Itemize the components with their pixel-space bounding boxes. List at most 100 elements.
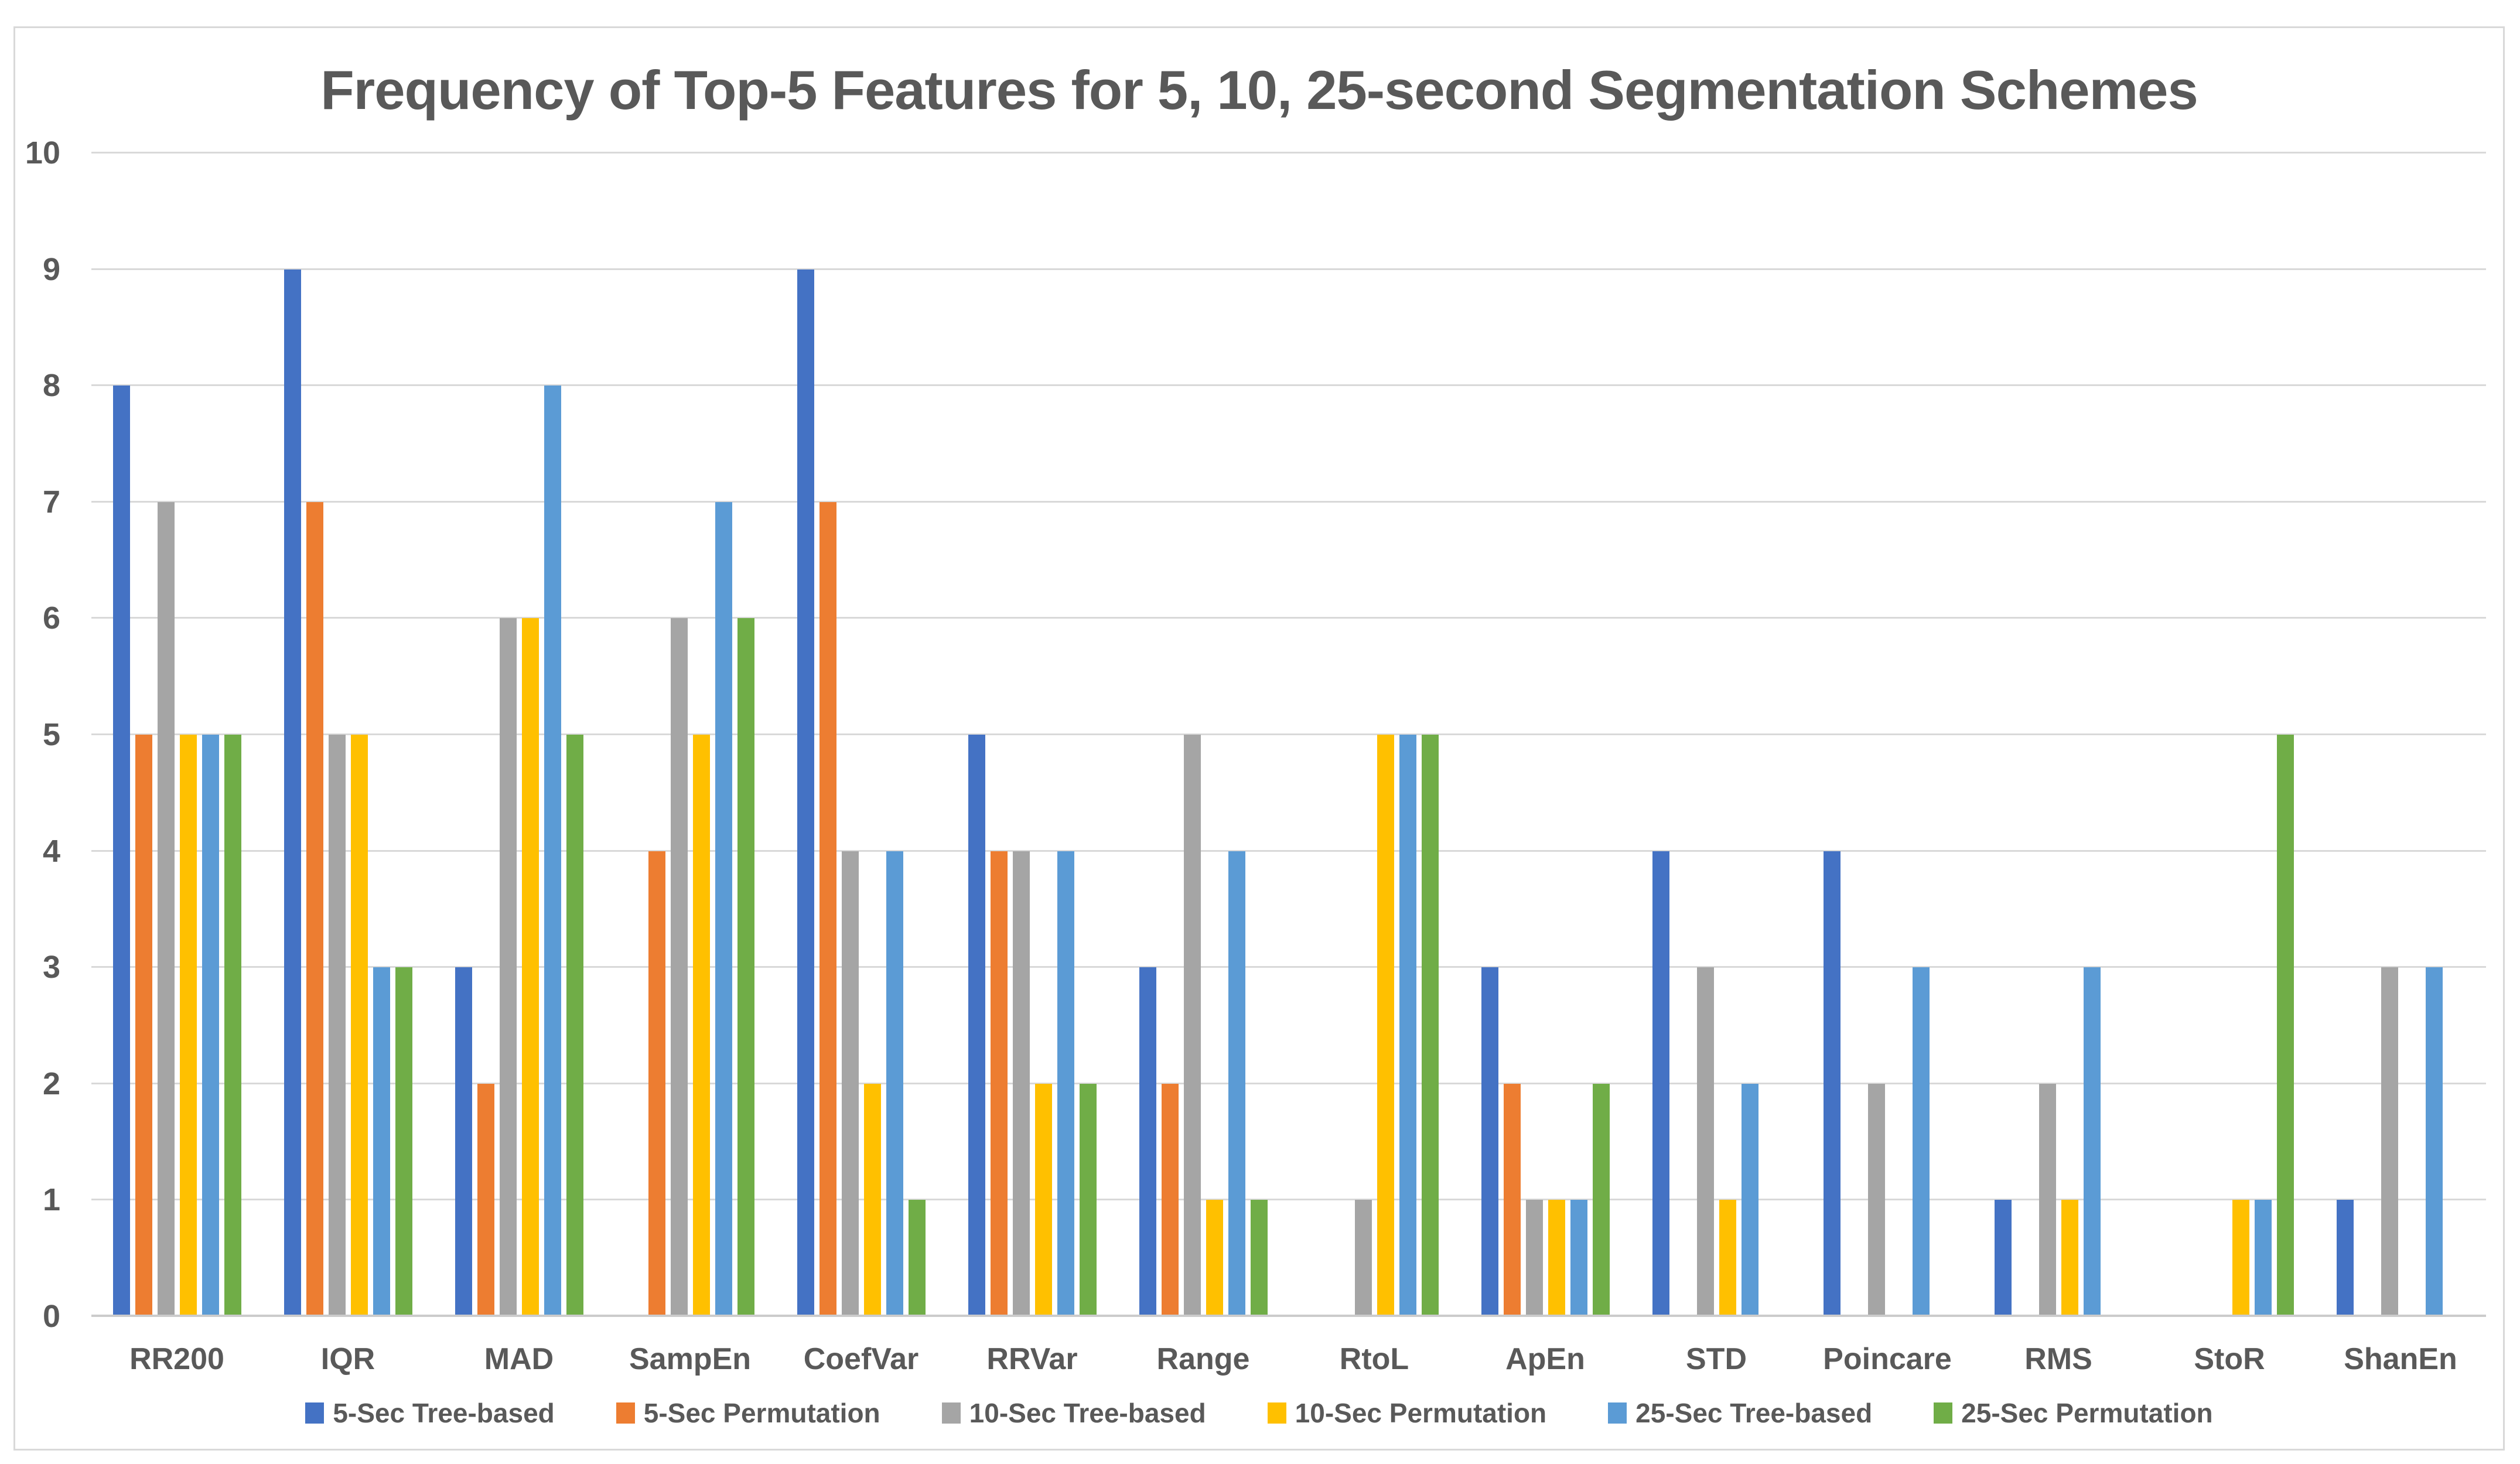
chart-title: Frequency of Top-5 Features for 5, 10, 2…	[320, 59, 2198, 121]
legend-item: 10-Sec Tree-based	[941, 1397, 1206, 1429]
bar-10-sec-permutation	[521, 618, 539, 1316]
bar-group	[1631, 153, 1802, 1316]
x-category-label: RMS	[2024, 1342, 2092, 1376]
bar-10-sec-tree-based	[1525, 1200, 1543, 1316]
bar-5-sec-tree-based	[1994, 1200, 2012, 1316]
legend: 5-Sec Tree-based 5-Sec Permutation 10-Sec …	[15, 1392, 2503, 1434]
bar-5-sec-tree-based	[284, 269, 301, 1316]
y-tick-label: 9	[42, 251, 60, 287]
x-category-label: MAD	[484, 1342, 554, 1376]
bar-group	[1289, 153, 1460, 1316]
bar-10-sec-permutation	[1719, 1200, 1736, 1316]
bar-group	[1802, 153, 1973, 1316]
gridline	[91, 152, 2486, 153]
gridline	[91, 1199, 2486, 1201]
bar-25-sec-permutation	[1592, 1083, 1610, 1316]
bar-10-sec-permutation	[1548, 1200, 1565, 1316]
bar-group	[1973, 153, 2144, 1316]
bar-10-sec-tree-based	[670, 618, 688, 1316]
gridlines	[91, 152, 2486, 1317]
bar-25-sec-tree-based	[1057, 851, 1074, 1316]
bar-5-sec-tree-based	[1823, 851, 1841, 1316]
x-axis: RR200 IQR MAD SampEn CoefVar RRVar Range RtoL Ap…	[91, 1342, 2486, 1377]
bar-5-sec-tree-based	[455, 967, 472, 1316]
y-tick-label: 7	[42, 484, 60, 520]
bar-25-sec-tree-based	[1912, 967, 1930, 1316]
legend-swatch	[1267, 1402, 1286, 1424]
legend-label: 25-Sec Tree-based	[1635, 1398, 1873, 1428]
y-tick-label: 8	[42, 368, 60, 404]
bar-10-sec-tree-based	[1012, 851, 1030, 1316]
bar-5-sec-permutation	[306, 501, 323, 1316]
y-tick-label: 0	[42, 1299, 60, 1334]
x-category-label: Poincare	[1823, 1342, 1952, 1376]
bar-25-sec-tree-based	[886, 851, 903, 1316]
bar-25-sec-permutation	[737, 618, 754, 1316]
y-tick-label: 5	[42, 717, 60, 752]
y-tick-label: 2	[42, 1066, 60, 1101]
x-category-label: STD	[1686, 1342, 1747, 1376]
gridline	[91, 500, 2486, 503]
bar-25-sec-permutation	[908, 1200, 926, 1316]
x-category-label: Range	[1156, 1342, 1250, 1376]
bar-10-sec-permutation	[1377, 735, 1394, 1316]
bar-25-sec-tree-based	[1570, 1200, 1587, 1316]
bar-10-sec-tree-based	[328, 735, 346, 1316]
bar-25-sec-permutation	[1250, 1200, 1268, 1316]
bar-25-sec-tree-based	[1399, 735, 1416, 1316]
bar-10-sec-permutation	[2061, 1200, 2078, 1316]
bar-5-sec-tree-based	[968, 735, 985, 1316]
bar-5-sec-tree-based	[797, 269, 814, 1316]
bar-25-sec-tree-based	[2254, 1200, 2272, 1316]
legend-swatch	[1608, 1402, 1627, 1424]
gridline	[91, 733, 2486, 735]
bar-25-sec-permutation	[224, 735, 241, 1316]
bar-group	[1460, 153, 1631, 1316]
bar-10-sec-tree-based	[2038, 1083, 2056, 1316]
y-axis: 0 1 2 3 4 5 6 7 8 9 10	[15, 137, 60, 1332]
bar-groups	[91, 153, 2486, 1316]
bar-5-sec-permutation	[135, 735, 152, 1316]
chart-frame: Frequency of Top-5 Features for 5, 10, 2…	[13, 26, 2505, 1451]
bar-10-sec-permutation	[350, 735, 368, 1316]
bar-25-sec-permutation	[2276, 735, 2294, 1316]
bar-group	[262, 153, 433, 1316]
bar-25-sec-permutation	[395, 967, 412, 1316]
x-category-label: IQR	[320, 1342, 375, 1376]
legend-label: 10-Sec Permutation	[1295, 1398, 1547, 1428]
legend-swatch	[616, 1402, 635, 1424]
bar-5-sec-tree-based	[2336, 1200, 2354, 1316]
bar-25-sec-tree-based	[202, 735, 219, 1316]
bar-10-sec-tree-based	[1354, 1200, 1372, 1316]
bar-5-sec-permutation	[990, 851, 1008, 1316]
bar-10-sec-tree-based	[1867, 1083, 1885, 1316]
bar-25-sec-tree-based	[1741, 1083, 1758, 1316]
bar-5-sec-permutation	[819, 501, 836, 1316]
legend-item: 5-Sec Permutation	[616, 1397, 880, 1429]
bar-25-sec-tree-based	[715, 501, 732, 1316]
x-category-label: RtoL	[1339, 1342, 1409, 1376]
legend-swatch	[305, 1402, 325, 1424]
bar-10-sec-tree-based	[157, 501, 175, 1316]
x-category-label: RR200	[129, 1342, 224, 1376]
bar-5-sec-tree-based	[1652, 851, 1669, 1316]
bar-5-sec-permutation	[477, 1083, 494, 1316]
x-category-label: ShanEn	[2344, 1342, 2457, 1376]
x-category-label: SampEn	[629, 1342, 752, 1376]
bar-group	[433, 153, 605, 1316]
bar-5-sec-tree-based	[112, 385, 130, 1316]
bar-5-sec-tree-based	[1139, 967, 1156, 1316]
bar-25-sec-tree-based	[2083, 967, 2101, 1316]
bar-25-sec-tree-based	[1228, 851, 1245, 1316]
gridline	[91, 268, 2486, 270]
bar-10-sec-permutation	[692, 735, 710, 1316]
y-tick-label: 6	[42, 600, 60, 636]
bar-25-sec-permutation	[1421, 735, 1439, 1316]
y-tick-label: 3	[42, 950, 60, 985]
bar-10-sec-permutation	[179, 735, 197, 1316]
bar-25-sec-permutation	[566, 735, 583, 1316]
bar-10-sec-permutation	[863, 1083, 881, 1316]
y-tick-label: 10	[25, 135, 60, 170]
legend-item: 10-Sec Permutation	[1267, 1397, 1547, 1429]
bar-10-sec-tree-based	[2381, 967, 2398, 1316]
